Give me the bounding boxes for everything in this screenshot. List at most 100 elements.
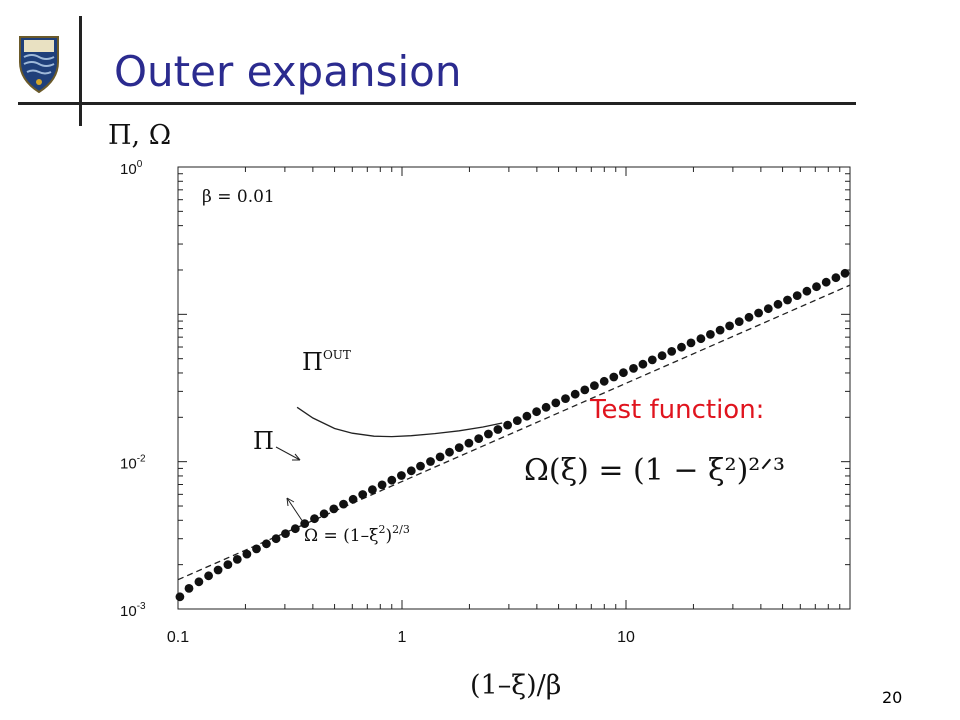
slide-title: Outer expansion xyxy=(114,47,462,96)
page-number: 20 xyxy=(882,688,903,707)
x-tick-label: 1 xyxy=(398,629,407,646)
omega-arrow xyxy=(286,497,304,523)
data-point xyxy=(406,466,416,476)
data-point xyxy=(783,295,792,305)
data-point xyxy=(686,338,696,348)
data-point xyxy=(262,539,271,549)
data-point xyxy=(252,544,261,554)
data-point xyxy=(387,475,397,485)
data-point xyxy=(484,429,493,439)
data-point xyxy=(831,273,841,283)
data-point xyxy=(706,330,715,339)
data-point xyxy=(638,359,648,369)
data-point xyxy=(532,407,541,417)
data-point xyxy=(242,549,252,559)
data-point xyxy=(223,560,233,569)
data-point xyxy=(175,592,185,602)
pi-label: Π xyxy=(253,427,274,455)
y-tick-label-exp: -3 xyxy=(137,601,146,612)
data-point xyxy=(541,402,551,412)
y-tick-label-exp: 0 xyxy=(137,159,143,170)
omega-label-text: Ω = (1–ξ xyxy=(304,526,378,546)
data-point xyxy=(590,381,599,390)
data-point xyxy=(792,291,802,300)
y-tick-label-exp: -2 xyxy=(137,454,146,465)
pi-out-curve xyxy=(296,406,503,438)
plot-area xyxy=(177,166,851,610)
data-point xyxy=(647,355,657,365)
data-point xyxy=(734,317,744,326)
data-point xyxy=(290,524,300,534)
data-point xyxy=(416,461,425,471)
data-point xyxy=(319,509,329,519)
data-point xyxy=(551,398,561,408)
y-tick-label-base: 10 xyxy=(120,161,137,178)
data-point xyxy=(725,321,734,331)
data-point xyxy=(184,584,194,593)
test-function-formula: Ω(ξ) = (1 − ξ²)²ᐟ³ xyxy=(524,453,785,488)
y-tick-label-base: 10 xyxy=(120,603,137,620)
data-point xyxy=(744,312,754,322)
data-point xyxy=(561,394,570,403)
pi-arrow xyxy=(275,446,301,461)
data-point xyxy=(503,420,512,430)
axis-ticks xyxy=(177,167,850,610)
pi-out-label-base: Π xyxy=(302,348,323,376)
y-tick-label: 100 xyxy=(120,159,143,178)
test-function-label: Test function: xyxy=(589,395,764,425)
data-point xyxy=(348,494,358,504)
data-point xyxy=(329,504,339,514)
data-point xyxy=(281,529,290,538)
data-point xyxy=(271,534,281,544)
data-point xyxy=(677,342,686,352)
data-point xyxy=(204,571,214,581)
data-point xyxy=(339,499,348,509)
pi-out-label-sup: OUT xyxy=(323,348,351,362)
data-point xyxy=(812,282,821,292)
x-tick-label: 0.1 xyxy=(167,629,189,646)
data-point xyxy=(802,286,812,296)
data-point xyxy=(377,480,387,490)
data-point xyxy=(454,443,464,452)
data-point xyxy=(512,416,522,425)
omega-label-mid: ) xyxy=(385,526,392,546)
data-point xyxy=(715,325,725,335)
horizontal-rule xyxy=(18,102,856,105)
data-point xyxy=(696,334,706,344)
data-point xyxy=(619,368,628,378)
data-point xyxy=(773,299,783,309)
omega-dashed-line xyxy=(177,284,851,581)
omega-arrowhead xyxy=(286,497,295,507)
data-point xyxy=(609,372,619,382)
data-point xyxy=(464,438,474,448)
y-axis-label: Π, Ω xyxy=(108,120,171,151)
data-point xyxy=(435,452,445,462)
data-point xyxy=(493,425,503,434)
y-tick-label: 10-3 xyxy=(120,601,146,620)
data-point xyxy=(821,277,831,287)
data-point xyxy=(194,577,204,587)
vertical-rule xyxy=(79,16,82,126)
data-point xyxy=(840,268,850,278)
omega-label: Ω = (1–ξ2)2/3 xyxy=(304,523,410,546)
data-point xyxy=(657,351,667,361)
x-axis-label: (1–ξ)/β xyxy=(470,670,561,701)
data-point xyxy=(763,304,773,314)
crest-logo xyxy=(19,36,59,94)
pi-out-label: ΠOUT xyxy=(302,348,351,376)
omega-label-sup2: 2/3 xyxy=(392,523,410,536)
data-point xyxy=(232,555,242,564)
data-point xyxy=(358,490,368,499)
data-point xyxy=(368,485,377,495)
data-point xyxy=(580,385,590,395)
y-tick-label-base: 10 xyxy=(120,456,137,473)
data-point xyxy=(570,389,580,399)
pi-arrowhead xyxy=(292,453,301,461)
data-point xyxy=(599,376,609,386)
data-point xyxy=(474,434,484,443)
pi-data-points xyxy=(175,268,850,602)
x-tick-label: 10 xyxy=(617,629,635,646)
